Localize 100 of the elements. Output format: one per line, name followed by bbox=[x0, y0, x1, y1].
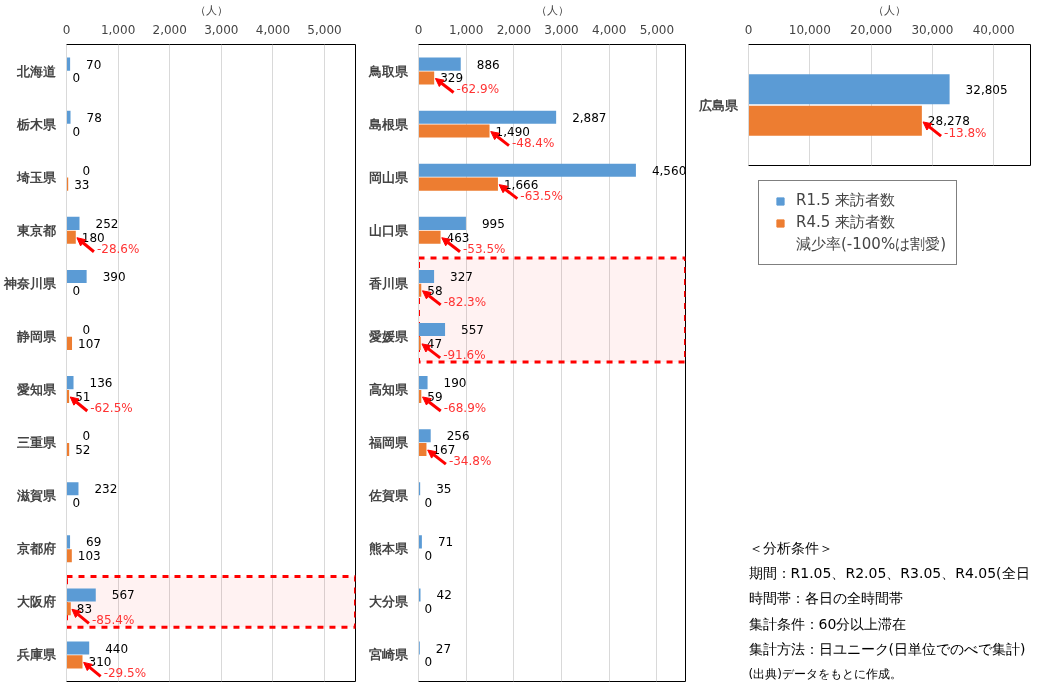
x-tick-label: 1,000 bbox=[449, 22, 484, 37]
text: (出典)データをもとに作成。 bbox=[748, 666, 902, 681]
data-label: 190 bbox=[443, 376, 467, 391]
text: 時間帯：各日の全時間帯 bbox=[748, 590, 903, 607]
x-tick-label: 2,000 bbox=[152, 22, 187, 37]
data-label: 69 bbox=[86, 535, 102, 550]
data-label: 2,887 bbox=[572, 110, 607, 125]
annotation: -34.8% bbox=[448, 454, 492, 469]
x-tick-label: 0 bbox=[414, 22, 423, 37]
data-label: 58 bbox=[427, 283, 443, 298]
data-label: 103 bbox=[77, 549, 101, 564]
x-tick-label: 0 bbox=[744, 22, 753, 37]
x-tick-label: 4,000 bbox=[592, 22, 627, 37]
data-label: 256 bbox=[446, 429, 470, 444]
data-label: 886 bbox=[476, 57, 500, 72]
data-label: 390 bbox=[102, 269, 126, 284]
text: 期間：R1.05、R2.05、R3.05、R4.05(全日 bbox=[748, 565, 1030, 582]
legend-label: R4.5 来訪者数 bbox=[796, 213, 896, 232]
annotation: -29.5% bbox=[103, 666, 147, 681]
data-label: 327 bbox=[450, 269, 473, 284]
y-tick-label: 岡山県 bbox=[368, 169, 409, 185]
x-tick-label: 3,000 bbox=[204, 22, 239, 37]
y-tick-label: 宮崎県 bbox=[368, 647, 409, 663]
y-tick-label: 鳥取県 bbox=[367, 63, 409, 79]
data-label: 70 bbox=[86, 57, 102, 72]
x-tick-label: 10,000 bbox=[788, 22, 831, 37]
data-label: 0 bbox=[72, 71, 81, 86]
data-label: 71 bbox=[437, 535, 454, 550]
y-tick-label: 高知県 bbox=[368, 382, 409, 398]
y-tick-label: 熊本県 bbox=[368, 541, 409, 557]
x-tick-label: 2,000 bbox=[496, 22, 532, 37]
y-tick-label: 京都府 bbox=[15, 541, 56, 557]
x-tick-label: 3,000 bbox=[544, 22, 579, 37]
y-tick-label: 香川県 bbox=[367, 275, 409, 291]
x-tick-label: 4,000 bbox=[255, 22, 291, 37]
data-label: 35 bbox=[436, 482, 452, 497]
data-label: 136 bbox=[89, 376, 113, 391]
y-tick-label: 北海道 bbox=[15, 63, 57, 79]
y-tick-label: 佐賀県 bbox=[367, 488, 409, 504]
y-tick-label: 栃木県 bbox=[15, 116, 57, 132]
text: 集計方法：日ユニーク(日単位でのべで集計) bbox=[748, 640, 1026, 657]
data-label: 78 bbox=[86, 110, 102, 125]
text: 減少率(-100%は割愛) bbox=[796, 235, 946, 254]
data-label: 567 bbox=[111, 588, 135, 603]
x-tick-label: 0 bbox=[62, 22, 71, 37]
y-tick-label: 兵庫県 bbox=[15, 647, 57, 663]
x-axis-title: （人） bbox=[535, 3, 569, 17]
annotation: -62.9% bbox=[456, 82, 500, 97]
annotation: -85.4% bbox=[91, 613, 135, 628]
text: ＜分析条件＞ bbox=[748, 540, 833, 557]
y-tick-label: 愛媛県 bbox=[368, 328, 409, 344]
data-label: 252 bbox=[95, 216, 119, 231]
annotation: -68.9% bbox=[443, 401, 487, 415]
data-label: 0 bbox=[72, 496, 81, 511]
y-tick-label: 東京都 bbox=[15, 222, 56, 238]
data-label: 33 bbox=[74, 177, 90, 192]
data-label: 47 bbox=[426, 336, 443, 351]
x-tick-label: 20,000 bbox=[850, 22, 893, 37]
y-tick-label: 広島県 bbox=[697, 97, 739, 113]
y-tick-label: 大分県 bbox=[368, 594, 409, 610]
x-axis-title: （人） bbox=[194, 3, 228, 17]
y-tick-label: 愛知県 bbox=[16, 382, 57, 398]
data-label: 4,560 bbox=[651, 163, 687, 178]
y-tick-label: 神奈川県 bbox=[2, 275, 57, 291]
annotation: -91.6% bbox=[443, 347, 486, 362]
data-label: 0 bbox=[424, 549, 433, 564]
data-label: 83 bbox=[76, 602, 93, 617]
data-label: 0 bbox=[424, 655, 433, 670]
y-tick-label: 山口県 bbox=[368, 222, 409, 238]
data-label: 107 bbox=[78, 336, 101, 351]
data-label: 232 bbox=[94, 482, 118, 497]
data-label: 51 bbox=[75, 389, 91, 404]
data-label: 32,805 bbox=[965, 82, 1008, 97]
data-label: 0 bbox=[82, 429, 91, 444]
data-label: 28,278 bbox=[927, 114, 970, 129]
text: 集計条件：60分以上滞在 bbox=[748, 615, 907, 632]
data-label: 0 bbox=[82, 163, 91, 178]
data-label: 0 bbox=[72, 124, 81, 139]
data-label: 0 bbox=[82, 323, 91, 338]
x-tick-label: 30,000 bbox=[911, 22, 954, 37]
x-tick-label: 5,000 bbox=[307, 22, 342, 37]
x-tick-label: 5,000 bbox=[639, 22, 675, 37]
data-label: 440 bbox=[105, 641, 129, 656]
y-tick-label: 滋賀県 bbox=[15, 488, 57, 504]
y-tick-label: 静岡県 bbox=[15, 328, 57, 344]
data-label: 52 bbox=[75, 443, 91, 458]
data-label: 0 bbox=[424, 496, 433, 511]
x-axis-title: （人） bbox=[873, 3, 906, 17]
data-label: 27 bbox=[435, 641, 452, 656]
annotation: -62.5% bbox=[90, 401, 133, 415]
y-tick-label: 埼玉県 bbox=[15, 169, 57, 185]
data-label: 995 bbox=[481, 216, 505, 231]
data-label: 59 bbox=[427, 389, 443, 404]
x-tick-label: 40,000 bbox=[972, 22, 1015, 37]
annotation: -13.8% bbox=[944, 126, 987, 141]
data-label: 557 bbox=[461, 323, 484, 338]
data-label: 0 bbox=[424, 602, 433, 617]
y-tick-label: 島根県 bbox=[368, 116, 409, 132]
y-tick-label: 福岡県 bbox=[367, 435, 409, 451]
y-tick-label: 三重県 bbox=[16, 435, 57, 451]
